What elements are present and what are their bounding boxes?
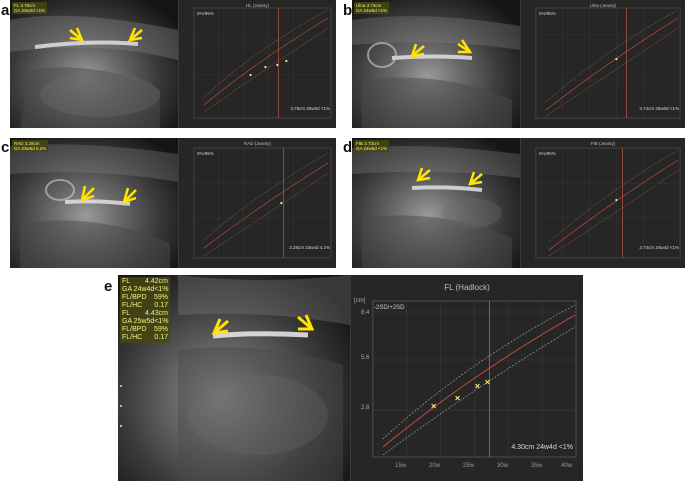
panel-b: Ulna 3.73cm GA 24w5d <1% Ulna (Jeanty) 5… [352,0,685,128]
panel-a: FL 3.76cm GA 23w2d <1% HL (Jeanty) 5%/95… [10,0,336,128]
sd-legend: 5%/95% [539,11,556,16]
growth-chart-b: Ulna (Jeanty) 5%/95% 3.74cm 26w0d <1% [520,0,685,128]
measurement-line: GA 23w6d 5.2% [14,146,47,152]
panel-e: FL 4.42cm GA 24w4d <1% FL/BPD 59% FL/HC 0.17… [118,275,583,481]
chart-title: FIB (Jeanty) [590,141,616,146]
panel-label-b: b [343,2,353,19]
measurement-box-a: FL 3.76cm GA 23w2d <1% [12,2,48,15]
measurement-row: GA 25w5d <1% [122,318,169,326]
growth-chart-a: HL (Jeanty) 5%/95% 3.78cm 25w0d <1% [178,0,336,128]
measurement-line: GA 24w5d <1% [356,8,388,14]
measurement-box-d: FIB 3.73cm GA 24w5d <1% [354,140,390,153]
chart-unit: [cm] [354,298,366,304]
chart-title: RAD (Jeanty) [243,141,271,146]
measurement-box-b: Ulna 3.73cm GA 24w5d <1% [354,2,390,15]
measurement-box-c: RAD 3.28cm GA 23w6d 5.2% [12,140,49,153]
measurement-row: FL 4.43cm [122,310,168,318]
panel-label-e: e [104,278,113,295]
measurement-line: RAD 3.28cm [14,141,40,146]
arrow-right-d [468,171,483,186]
sd-legend: 5%/95% [197,151,214,156]
growth-chart-c: RAD (Jeanty) 5%/95% 3.28cm 23w4d 4.2% [178,138,336,268]
ultrasound-image-e: FL 4.42cm GA 24w4d <1% FL/BPD 59% FL/HC 0.17… [118,275,350,481]
chart-result: 3.28cm 23w4d 4.2% [289,245,330,250]
measurement-box-e: FL 4.42cm GA 24w4d <1% FL/BPD 59% FL/HC 0.17… [120,277,170,344]
x-tick-label: 40w [561,463,573,469]
measurement-row: FL/HC 0.17 [122,334,168,342]
growth-chart-e: FL (Hadlock) [cm] -2SD/+2SD 8.4 5.6 2.8 … [350,275,583,481]
arrow-right-e [297,314,315,331]
x-tick-label: 30w [497,463,509,469]
panel-label-c: c [1,139,10,156]
chart-title: FL (Hadlock) [444,283,490,292]
arrow-right-a [127,27,143,42]
arrow-right-c [122,187,137,204]
x-tick-label: 25w [463,463,475,469]
ultrasound-image-d: FIB 3.73cm GA 24w5d <1% [352,138,520,268]
sd-legend: -2SD/+2SD [374,305,405,311]
arrow-right-b [457,39,473,54]
growth-chart-d: FIB (Jeanty) 5%/95% 3.74cm 24w4d <1% [520,138,685,268]
measurement-row: FL/BPD 59% [122,294,168,302]
chart-title: HL (Jeanty) [245,3,270,8]
chart-result: 4.30cm 24w4d <1% [511,444,573,451]
ultrasound-image-c: RAD 3.28cm GA 23w6d 5.2% [10,138,178,268]
measurement-line: GA 24w5d <1% [356,146,388,152]
measurement-row: FL/BPD 59% [122,326,168,334]
x-tick-label: 35w [531,463,543,469]
x-tick-label: 20w [429,463,441,469]
arrow-left-c [80,185,95,202]
y-tick-label: 8.4 [361,310,370,316]
sd-legend: 5%/95% [539,151,556,156]
measurement-row: FL 4.42cm [122,278,168,285]
chart-result: 3.74cm 24w4d <1% [639,245,679,250]
panel-label-a: a [1,2,10,19]
panel-c: RAD 3.28cm GA 23w6d 5.2% RAD (Jeanty) 5%… [10,138,336,268]
measurement-row: GA 24w4d <1% [122,286,169,294]
sd-legend: 5%/95% [197,11,214,16]
chart-result: 3.78cm 25w0d <1% [290,106,330,111]
x-tick-label: 15w [395,463,407,469]
measurement-line: GA 23w2d <1% [14,8,46,14]
chart-title: Ulna (Jeanty) [589,3,617,8]
panel-d: FIB 3.73cm GA 24w5d <1% FIB (Jeanty) 5%/… [352,138,685,268]
y-tick-label: 2.8 [361,405,370,411]
y-tick-label: 5.6 [361,355,370,361]
chart-result: 3.74cm 26w0d <1% [639,106,679,111]
arrow-left-d [416,167,431,182]
arrow-left-a [69,27,85,42]
depth-scale [120,385,124,445]
arrow-left-e [211,318,229,335]
measurement-line: FIB 3.73cm [356,141,380,146]
measurement-line: Ulna 3.73cm [356,3,382,8]
ultrasound-image-a: FL 3.76cm GA 23w2d <1% [10,0,178,128]
ultrasound-image-b: Ulna 3.73cm GA 24w5d <1% [352,0,520,128]
panel-label-d: d [343,139,353,156]
arrow-left-b [410,43,425,58]
measurement-line: FL 3.76cm [14,3,36,8]
measurement-row: FL/HC 0.17 [122,302,168,310]
